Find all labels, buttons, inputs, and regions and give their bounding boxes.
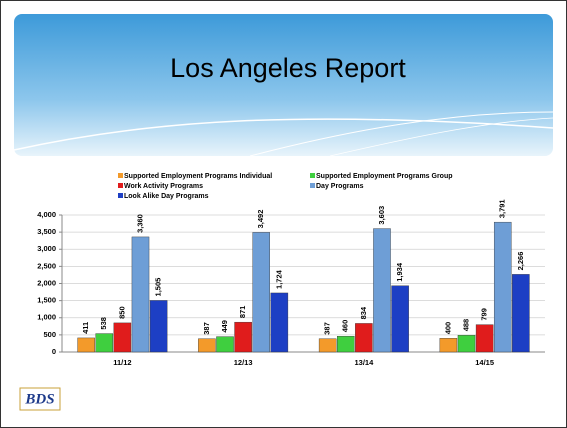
value-label: 488 (461, 319, 470, 332)
header-curve (13, 118, 554, 151)
y-tick-label: 500 (43, 330, 56, 339)
legend-swatch (118, 193, 123, 198)
legend-swatch (310, 173, 315, 178)
legend-label: Supported Employment Programs Group (316, 173, 453, 180)
value-label: 538 (99, 317, 108, 330)
bar (439, 338, 458, 353)
bar (373, 228, 391, 353)
x-tick-label: 11/12 (113, 358, 131, 367)
legend-swatch (310, 183, 315, 188)
y-tick-label: 3,500 (37, 227, 56, 236)
value-label: 1,505 (154, 278, 163, 297)
legend-swatch (118, 183, 123, 188)
x-tick-label: 12/13 (234, 358, 253, 367)
bar (149, 300, 168, 353)
legend-label: Supported Employment Programs Individual (124, 173, 272, 180)
value-label: 799 (480, 308, 489, 321)
value-label: 449 (220, 320, 229, 333)
value-label: 2,266 (516, 252, 525, 271)
value-label: 387 (202, 322, 211, 335)
bar (252, 232, 270, 353)
value-label: 1,934 (395, 262, 404, 282)
bar (95, 333, 114, 353)
value-label: 460 (341, 320, 350, 333)
y-tick-label: 1,000 (37, 313, 56, 322)
chart: Supported Employment Programs Individual… (37, 173, 545, 367)
value-label: 834 (359, 306, 368, 319)
y-tick-label: 2,500 (37, 261, 56, 270)
legend-label: Day Programs (316, 183, 364, 190)
slide-title: Los Angeles Report (170, 53, 406, 83)
bar (198, 338, 216, 353)
logo-box (19, 387, 61, 411)
value-label: 3,360 (135, 214, 144, 233)
legend-swatch (118, 173, 123, 178)
bar (391, 285, 409, 353)
value-label: 411 (81, 322, 90, 334)
legend-label: Work Activity Programs (124, 183, 203, 190)
bar (113, 322, 132, 353)
bar (131, 236, 150, 353)
header-curve (249, 111, 554, 157)
bar (512, 274, 530, 353)
bar (234, 321, 252, 353)
value-label: 871 (238, 306, 247, 319)
logo: BDS (24, 391, 54, 407)
y-tick-label: 2,000 (37, 278, 56, 287)
value-label: 3,791 (498, 199, 507, 218)
value-label: 850 (117, 306, 126, 319)
value-label: 387 (323, 322, 332, 335)
header-curve (329, 117, 554, 157)
y-tick-label: 4,000 (37, 210, 56, 219)
bar (216, 336, 234, 353)
y-tick-label: 3,000 (37, 244, 56, 253)
legend-label: Look Alike Day Programs (124, 193, 209, 200)
value-label: 3,492 (256, 210, 265, 229)
value-label: 400 (443, 322, 452, 335)
bar (355, 323, 373, 353)
value-label: 1,724 (274, 269, 283, 289)
y-tick-label: 1,500 (37, 296, 56, 305)
bar (318, 338, 337, 353)
bar (337, 336, 355, 353)
bar (493, 221, 512, 353)
x-tick-label: 13/14 (354, 358, 374, 367)
bar (457, 335, 476, 353)
y-tick-label: 0 (52, 347, 56, 356)
bar (270, 292, 289, 353)
value-label: 3,603 (377, 206, 386, 225)
bar (475, 324, 494, 353)
x-tick-label: 14/15 (475, 358, 494, 367)
bar (77, 337, 95, 353)
